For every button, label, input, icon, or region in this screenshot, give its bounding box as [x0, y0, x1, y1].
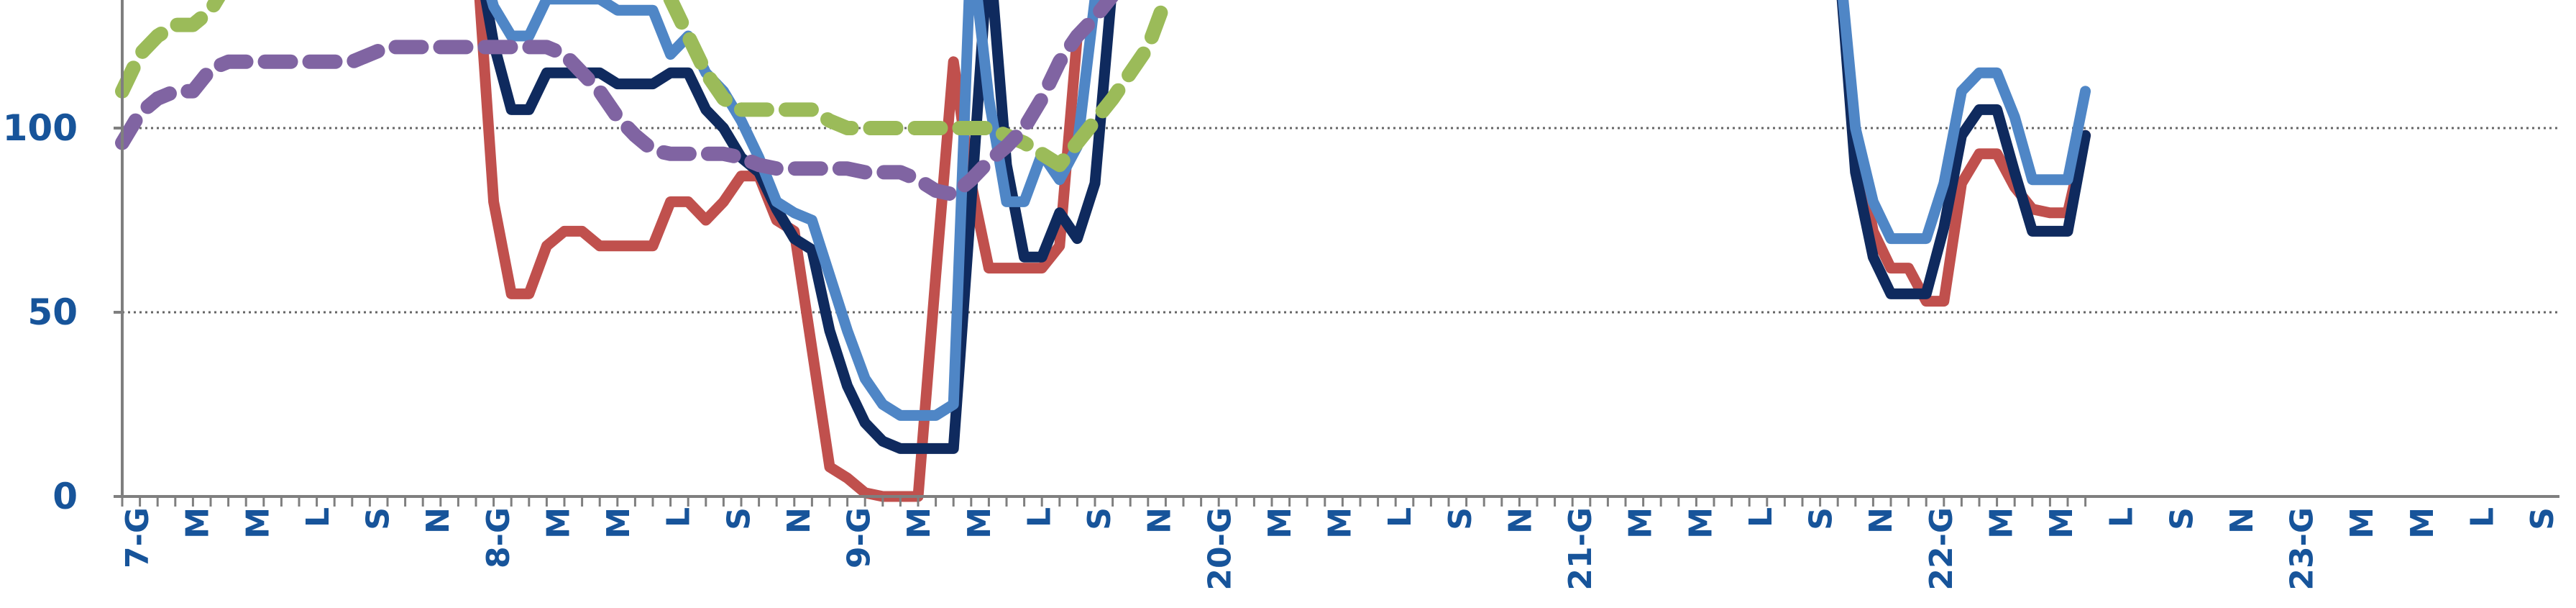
series-line-4 [115, 0, 1119, 202]
x-tick-label: S [1081, 507, 1118, 530]
x-tick-label: 20-G [1201, 507, 1238, 591]
x-tick-label: M [2404, 507, 2441, 539]
x-tick-label: 22-G [1923, 507, 1960, 591]
x-tick-label: S [1803, 507, 1840, 530]
x-tick-label: L [300, 507, 336, 527]
x-tick-labels: 7-G M M L S N 8-G M M L S N 9-G M M L S N 20-G M M L S N 21-G M M L… [119, 507, 2561, 591]
x-tick-label: L [1382, 507, 1418, 527]
x-tick-label: 8-G [480, 507, 517, 568]
x-tick-label: N [2224, 507, 2260, 534]
x-tick-label: M [1682, 507, 1719, 539]
x-tick-label: M [540, 507, 577, 539]
x-tick-label: L [1743, 507, 1779, 527]
x-tick-label: S [2163, 507, 2200, 530]
series-line-3 [115, 0, 1173, 173]
x-tick-label: M [1983, 507, 2020, 539]
x-tick-label: L [661, 507, 697, 527]
x-tick-label: L [1021, 507, 1058, 527]
y-tick-label: 100 [3, 107, 78, 149]
x-tick-label: M [1623, 507, 1659, 539]
x-tick-label: M [1322, 507, 1359, 539]
y-tick-label: 0 [52, 476, 78, 517]
y-tick-label: 50 [27, 291, 78, 333]
x-tick-label: L [2464, 507, 2501, 527]
x-tick-label: 21-G [1562, 507, 1599, 591]
axes-group [114, 0, 2559, 507]
x-tick-label: M [239, 507, 276, 539]
series-line-1 [480, 0, 2091, 454]
y-tick-labels: 0 50 100 [3, 107, 78, 517]
x-tick-label: M [600, 507, 637, 539]
x-tick-label: N [1142, 507, 1178, 534]
x-tick-label: M [180, 507, 216, 539]
x-tick-label: M [2344, 507, 2380, 539]
x-tick-label: L [2104, 507, 2140, 527]
x-tick-label: S [720, 507, 757, 530]
x-tick-label: S [1442, 507, 1479, 530]
x-tick-label: 9-G [841, 507, 878, 568]
x-tick-label: S [2524, 507, 2561, 530]
x-tick-label: 7-G [119, 507, 156, 568]
x-tick-label: M [2043, 507, 2080, 539]
series-line-0 [474, 0, 2091, 502]
series-group [115, 0, 2091, 502]
x-tick-label: S [360, 507, 397, 530]
x-tick-label: N [1863, 507, 1899, 534]
x-tick-label: M [1262, 507, 1298, 539]
x-tick-label: N [781, 507, 817, 534]
x-tick-label: N [1502, 507, 1539, 534]
series-line-2 [486, 0, 2091, 421]
x-tick-label: 23-G [2284, 507, 2321, 591]
x-tick-label: M [901, 507, 938, 539]
x-tick-label: N [420, 507, 457, 534]
grid-lines [122, 127, 2559, 314]
x-tick-label: M [961, 507, 998, 539]
